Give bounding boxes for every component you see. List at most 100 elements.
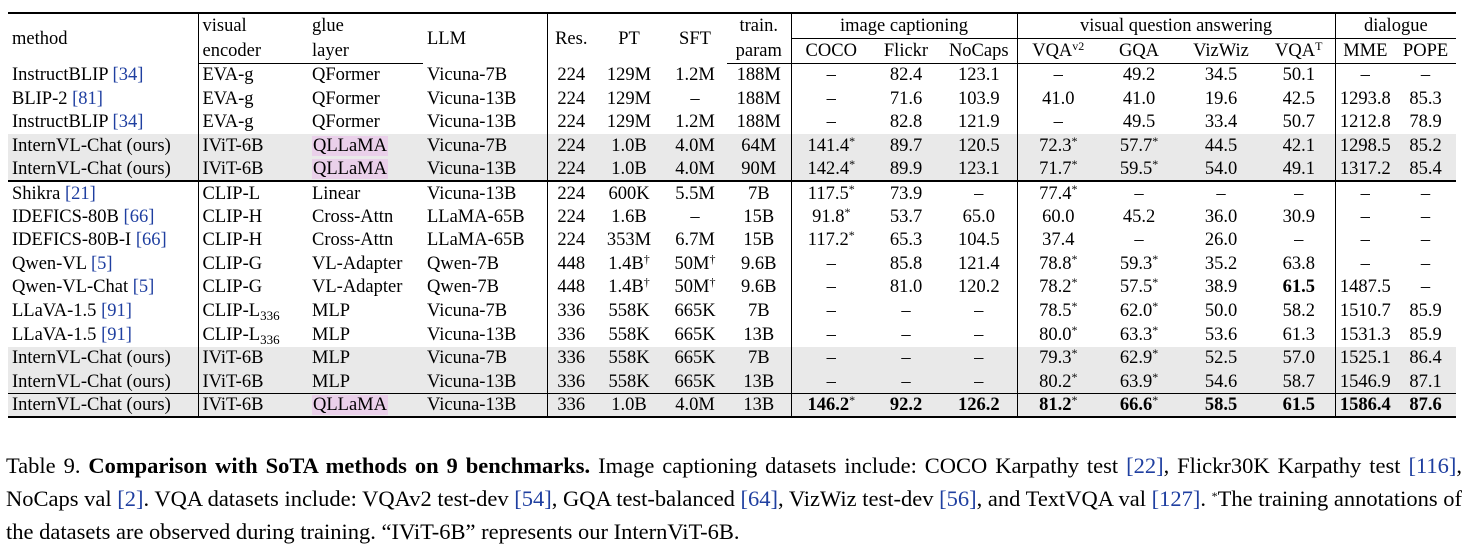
cell-param: 15B xyxy=(743,230,775,251)
cell-coco: 141.4* xyxy=(790,134,871,158)
cell-mme: 1525.1 xyxy=(1334,346,1396,371)
cell-glue-layer: Cross-Attn xyxy=(312,206,394,227)
cell-pt: 600K xyxy=(595,180,663,206)
cell-pt: 1.4B† xyxy=(608,275,650,298)
cell-pope: 85.3 xyxy=(1409,88,1442,109)
citation-link[interactable]: [66] xyxy=(123,206,155,227)
cell-pope: 87.1 xyxy=(1395,370,1457,394)
citation-link[interactable]: [64] xyxy=(740,486,779,511)
cell-llm: Vicuna-13B xyxy=(423,370,547,394)
cell-mme: 1546.9 xyxy=(1334,370,1396,394)
citation-link[interactable]: [127] xyxy=(1151,486,1201,511)
header-glue: glue xyxy=(308,12,423,39)
citation-link[interactable]: [91] xyxy=(101,324,132,345)
cell-flickr: 92.2 xyxy=(871,393,941,419)
cell-pt: 558K xyxy=(595,370,663,394)
method-name: IDEFICS-80B xyxy=(12,206,124,227)
cell-nocaps: 104.5 xyxy=(957,230,1000,251)
cell-flickr: 73.9 xyxy=(871,180,941,206)
cell-glue-layer: MLP xyxy=(308,370,423,394)
citation-link[interactable]: [2] xyxy=(117,486,144,511)
cell-glue-layer: QFormer xyxy=(312,88,380,109)
table-row: BLIP-2 [81] EVA-g QFormer Vicuna-13B 224 129M… xyxy=(8,87,1456,111)
cell-method: InternVL-Chat (ours) xyxy=(8,157,198,182)
cell-mme: – xyxy=(1334,63,1396,88)
cell-param: 7B xyxy=(747,300,770,321)
cell-vizwiz: 58.5 xyxy=(1179,393,1263,419)
citation-link[interactable]: [116] xyxy=(1408,453,1457,478)
cell-coco: – xyxy=(790,299,871,324)
table-row: InternVL-Chat (ours) IViT-6B MLP Vicuna-7B 3… xyxy=(8,346,1457,371)
cell-pt: 1.0B xyxy=(595,393,663,419)
cell-encoder: CLIP-H xyxy=(197,205,308,229)
method-name: Qwen-VL xyxy=(12,253,91,274)
cell-sft: 665K xyxy=(674,300,716,321)
cell-method: InternVL-Chat (ours) xyxy=(8,393,198,419)
cell-vizwiz: 52.5 xyxy=(1179,346,1263,371)
cell-flickr: 89.7 xyxy=(871,134,941,158)
cell-llm: Qwen-7B xyxy=(427,277,499,298)
cell-llm: Vicuna-13B xyxy=(427,88,517,109)
cell-mme: – xyxy=(1334,228,1396,253)
cell-nocaps: 121.4 xyxy=(957,253,1000,274)
citation-link[interactable]: [5] xyxy=(132,277,155,298)
cell-flickr: – xyxy=(901,324,911,345)
cell-vqav2: 41.0 xyxy=(1016,87,1099,111)
cell-vqat: 58.7 xyxy=(1263,370,1336,394)
header-gqa: GQA xyxy=(1099,38,1179,64)
header-flickr: Flickr xyxy=(871,38,941,64)
cell-sft: 50M† xyxy=(674,251,716,274)
table-row: InternVL-Chat (ours) IViT-6B MLP Vicuna-13B… xyxy=(8,370,1457,394)
table-row: LLaVA-1.5 [91] CLIP-L336 MLP Vicuna-13B 336 5… xyxy=(8,323,1456,347)
cell-coco: – xyxy=(790,346,871,371)
cell-llm: LLaMA-65B xyxy=(427,230,525,251)
cell-method: BLIP-2 [81] xyxy=(8,87,198,111)
cell-param: 64M xyxy=(727,134,791,158)
citation-link[interactable]: [91] xyxy=(101,300,132,321)
cell-encoder: IViT-6B xyxy=(197,393,308,419)
header-llm: LLM xyxy=(423,12,547,64)
comparison-table: method visual glue LLM Res. PT SFT train… xyxy=(8,12,1457,419)
cell-flickr: – xyxy=(901,300,911,321)
header-method: method xyxy=(8,12,198,64)
method-name: IDEFICS-80B-I xyxy=(12,230,136,251)
cell-mme: 1510.7 xyxy=(1334,299,1396,324)
cell-flickr: 53.7 xyxy=(889,206,923,227)
cell-pope: – xyxy=(1420,206,1431,227)
citation-link[interactable]: [22] xyxy=(1126,453,1164,478)
header-visual: visual xyxy=(197,12,308,39)
cell-sft: 4.0M xyxy=(663,393,727,419)
cell-param: 188M xyxy=(736,88,781,109)
cell-sft: 665K xyxy=(674,324,716,345)
header-sft: SFT xyxy=(663,12,727,64)
citation-link[interactable]: [34] xyxy=(112,65,144,86)
citation-link[interactable]: [21] xyxy=(64,183,96,204)
citation-link[interactable]: [56] xyxy=(939,486,977,511)
cell-vizwiz: 19.6 xyxy=(1204,88,1238,109)
method-name: InternVL-Chat (ours) xyxy=(12,135,171,156)
cell-vqat: 50.7 xyxy=(1282,112,1315,133)
cell-encoder: CLIP-L336 xyxy=(197,299,308,324)
citation-link[interactable]: [5] xyxy=(90,253,113,274)
cell-pope: – xyxy=(1420,65,1431,86)
citation-link[interactable]: [34] xyxy=(112,112,144,133)
cell-vqav2: 72.3* xyxy=(1016,134,1099,158)
cell-pt: 1.6B xyxy=(611,206,647,227)
header-group-captioning: image captioning xyxy=(790,12,1017,39)
citation-link[interactable]: [54] xyxy=(514,486,552,511)
table-row: Shikra [21] CLIP-L Linear Vicuna-13B 224 600K… xyxy=(8,180,1457,206)
cell-sft: 665K xyxy=(663,370,727,394)
cell-glue-layer: MLP xyxy=(308,346,423,371)
method-name: BLIP-2 xyxy=(12,88,73,109)
citation-link[interactable]: [66] xyxy=(135,230,167,251)
cell-encoder: EVA-g xyxy=(197,63,308,88)
cell-res: 224 xyxy=(546,205,595,229)
header-pt: PT xyxy=(595,12,663,64)
cell-glue-layer: QLLaMA xyxy=(308,393,423,419)
cell-encoder: CLIP-L xyxy=(197,180,308,206)
cell-mme: 1531.3 xyxy=(1334,323,1396,347)
citation-link[interactable]: [81] xyxy=(72,88,103,109)
cell-res: 224 xyxy=(546,63,595,88)
cell-coco: – xyxy=(790,63,871,88)
cell-vqat: 49.1 xyxy=(1263,157,1336,182)
